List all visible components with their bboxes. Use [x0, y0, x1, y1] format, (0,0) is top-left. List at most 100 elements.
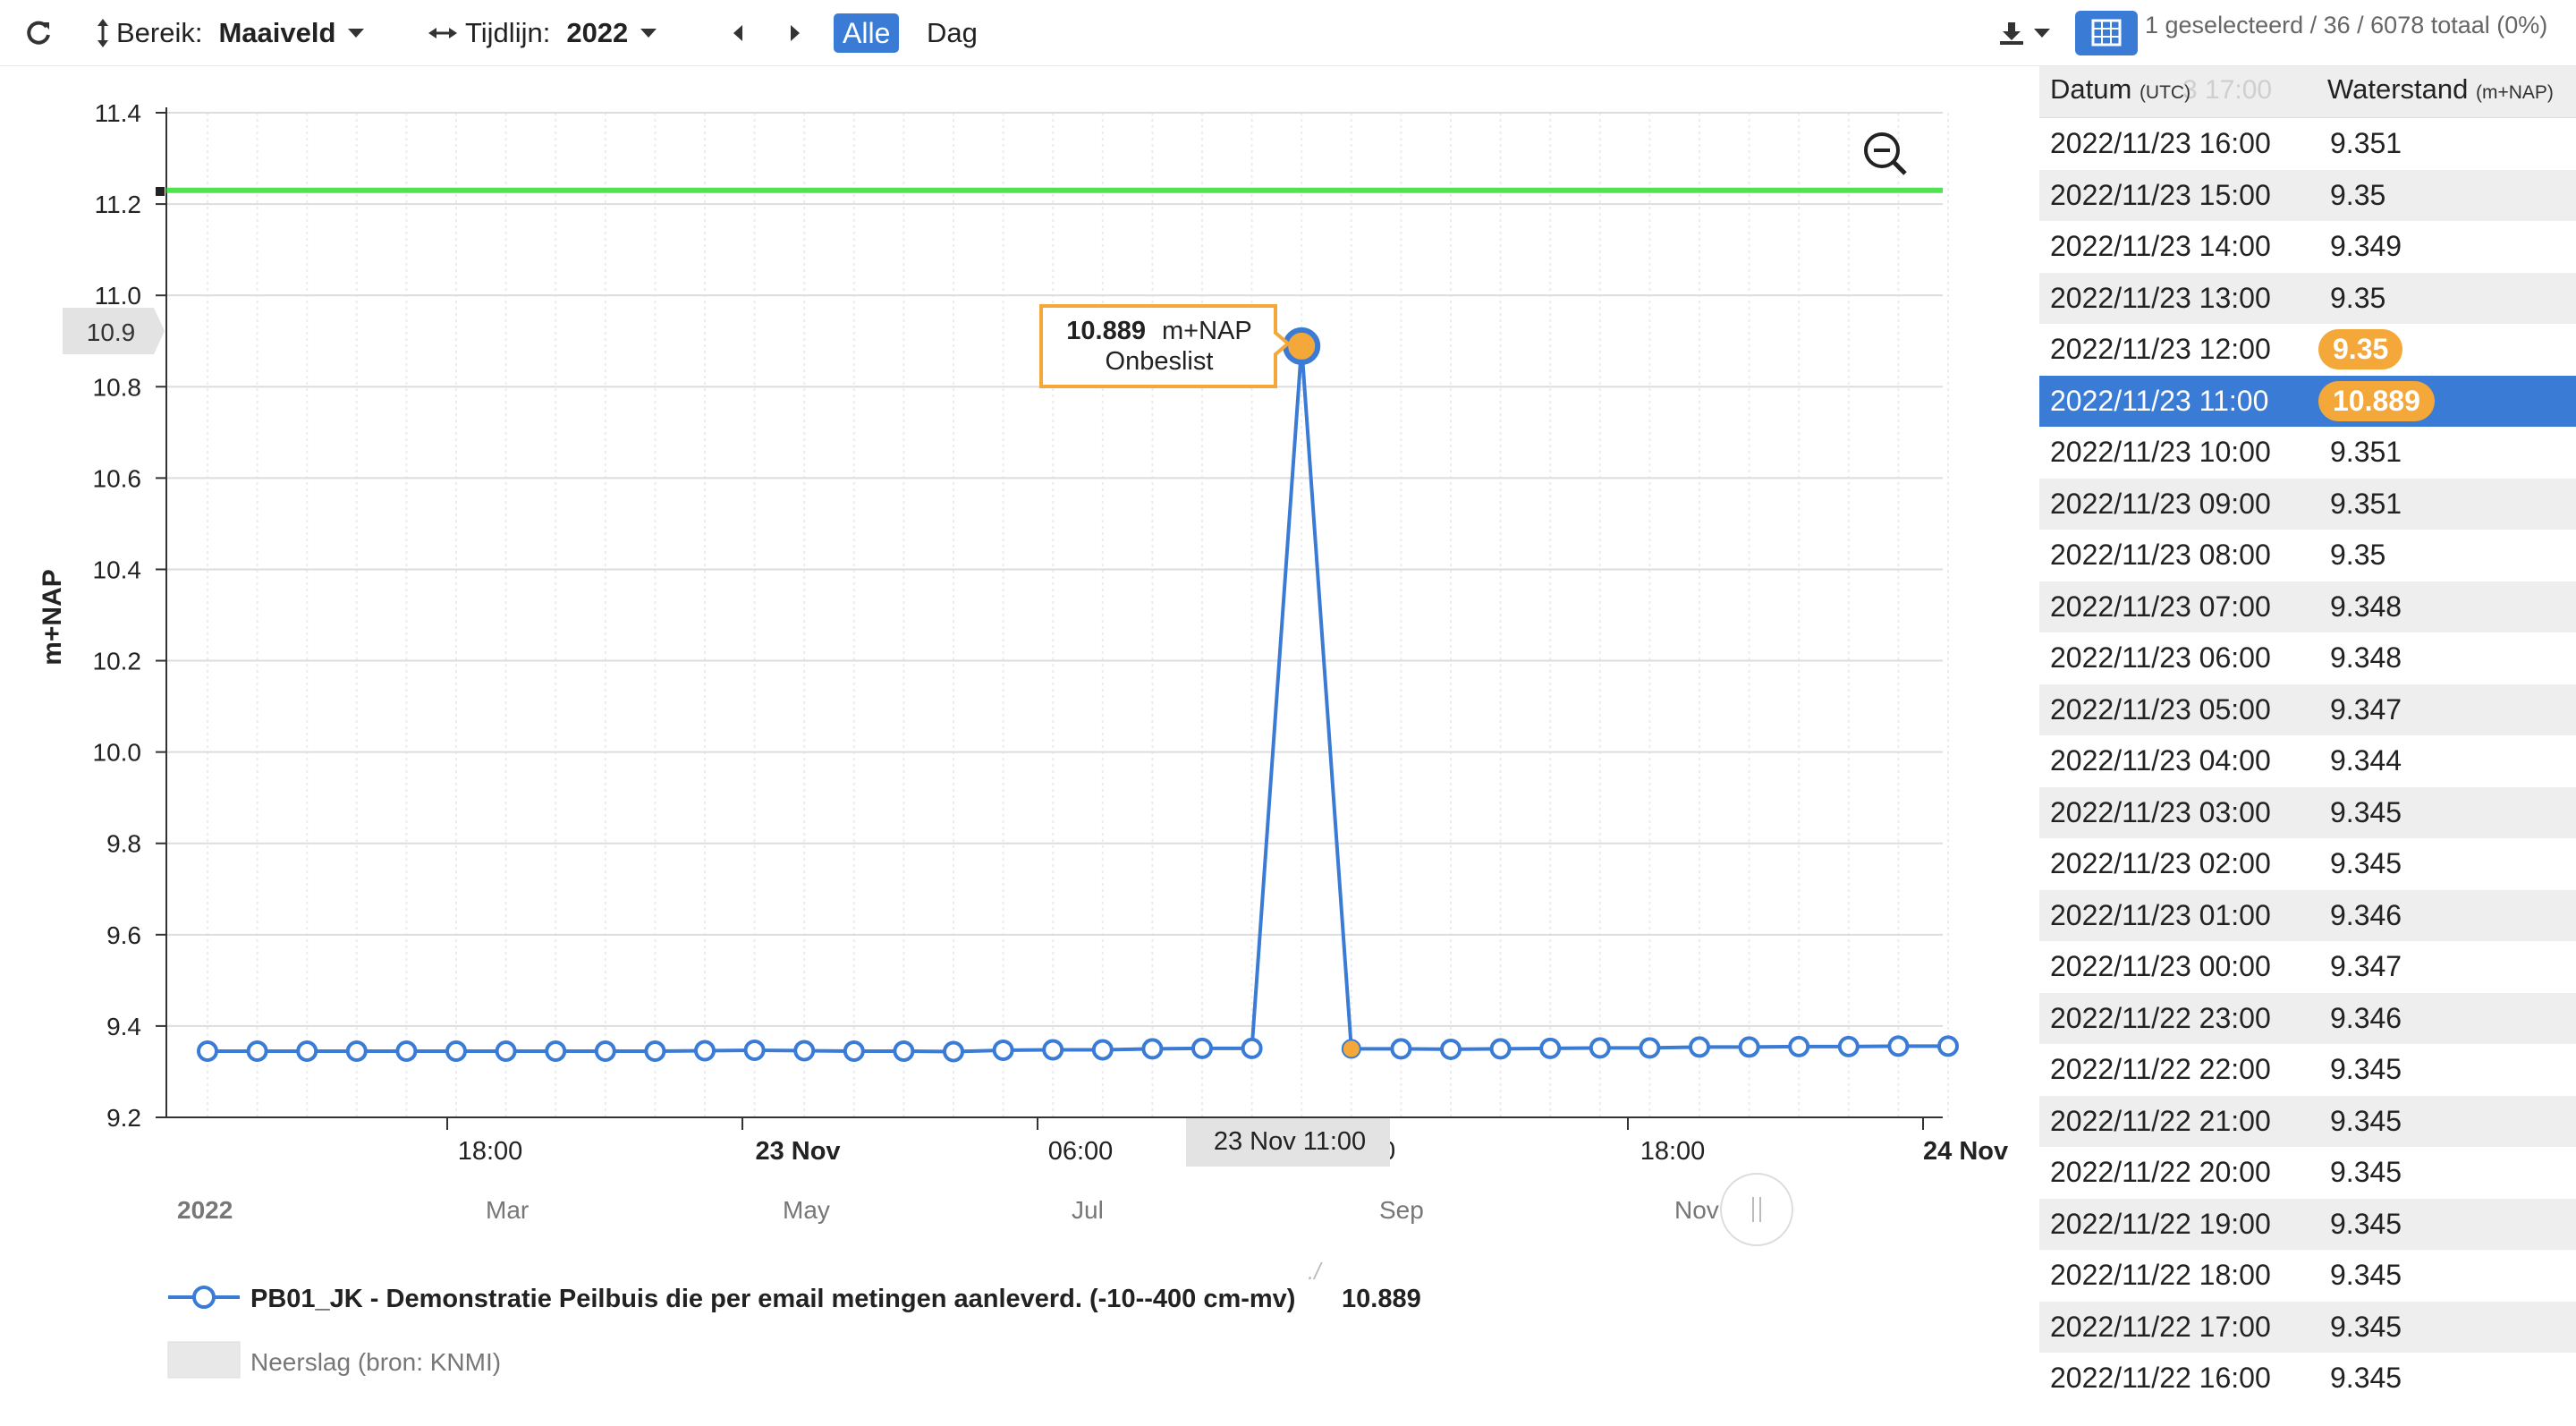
row-date: 2022/11/22 17:00: [2050, 1310, 2271, 1343]
range-selector[interactable]: Bereik: Maaiveld: [97, 0, 365, 66]
x-tick-label: 23 Nov: [755, 1137, 840, 1166]
table-row[interactable]: 2022/11/23 14:00 9.349: [2039, 221, 2576, 273]
data-point[interactable]: [345, 1040, 368, 1062]
data-point[interactable]: [694, 1040, 716, 1062]
data-point[interactable]: [893, 1040, 915, 1062]
legend-series-label: PB01_JK - Demonstratie Peilbuis die per …: [250, 1285, 1295, 1313]
data-point[interactable]: [296, 1040, 318, 1062]
data-point[interactable]: [545, 1040, 567, 1062]
day-button-label: Dag: [927, 17, 978, 48]
table-row[interactable]: 2022/11/23 02:00 9.345: [2039, 838, 2576, 890]
svg-text:10.889 m+NAP: 10.889 m+NAP: [1066, 317, 1252, 345]
table-row[interactable]: 2022/11/23 08:00 9.35: [2039, 530, 2576, 581]
data-point[interactable]: [992, 1039, 1014, 1061]
table-row[interactable]: 2022/11/22 21:00 9.345: [2039, 1095, 2576, 1147]
data-point[interactable]: [1539, 1037, 1562, 1059]
row-value: 9.345: [2330, 1053, 2402, 1086]
data-point[interactable]: [793, 1040, 816, 1062]
table-row[interactable]: 2022/11/22 23:00 9.346: [2039, 992, 2576, 1044]
chevron-down-icon: [640, 29, 657, 38]
y-tick-label: 9.6: [106, 921, 141, 949]
table-row[interactable]: 2022/11/23 00:00 9.347: [2039, 941, 2576, 993]
table-row[interactable]: 2022/11/23 07:00 9.348: [2039, 581, 2576, 632]
data-point[interactable]: [743, 1039, 766, 1061]
data-point[interactable]: [1440, 1038, 1462, 1060]
table-row[interactable]: 2022/11/23 10:00 9.351: [2039, 427, 2576, 479]
legend-item-series[interactable]: PB01_JK - Demonstratie Peilbuis die per …: [168, 1285, 1421, 1313]
table-row[interactable]: 2022/11/22 16:00 9.345: [2039, 1353, 2576, 1405]
day-button[interactable]: Dag: [927, 0, 978, 66]
data-point-selected[interactable]: [1283, 327, 1321, 365]
data-point[interactable]: [1489, 1038, 1512, 1060]
table-row[interactable]: 2022/11/22 22:00 9.345: [2039, 1044, 2576, 1096]
data-point[interactable]: [843, 1040, 865, 1062]
data-point[interactable]: [1141, 1038, 1164, 1060]
y-tick-label: 11.0: [95, 282, 141, 310]
table-row[interactable]: 2022/11/22 18:00 9.345: [2039, 1250, 2576, 1302]
table-row[interactable]: 2022/11/23 16:00 9.351: [2039, 118, 2576, 170]
row-value: 9.345: [2330, 847, 2402, 880]
table-row[interactable]: 2022/11/23 04:00 9.344: [2039, 735, 2576, 787]
data-point[interactable]: [1042, 1039, 1064, 1061]
table-row[interactable]: 2022/11/23 12:00 9.35: [2039, 324, 2576, 376]
chevron-down-icon: [348, 29, 365, 38]
row-value: 9.351: [2330, 127, 2402, 160]
toolbar: Bereik: Maaiveld Tijdlijn: 2022 Alle Dag: [0, 0, 2576, 66]
table-row[interactable]: 2022/11/22 17:00 9.345: [2039, 1301, 2576, 1353]
data-point[interactable]: [594, 1040, 616, 1062]
data-point[interactable]: [1937, 1035, 1959, 1057]
row-date: 2022/11/23 01:00: [2050, 898, 2271, 931]
data-point-highlighted[interactable]: [1341, 1039, 1361, 1059]
data-point[interactable]: [1241, 1037, 1263, 1059]
all-button-label: Alle: [834, 13, 900, 53]
table-row[interactable]: 2022/11/22 20:00 9.345: [2039, 1147, 2576, 1199]
table-row[interactable]: 2022/11/23 01:00 9.346: [2039, 889, 2576, 941]
download-button[interactable]: [1998, 0, 2050, 66]
row-date: 2022/11/23 12:00: [2050, 333, 2271, 366]
row-value: 9.348: [2330, 590, 2402, 623]
table-row[interactable]: 2022/11/23 09:00 9.351: [2039, 478, 2576, 530]
data-table[interactable]: 3 17:00 Datum (UTC) Waterstand (m+NAP) 2…: [2039, 66, 2576, 1426]
data-point[interactable]: [1689, 1036, 1710, 1058]
column-header-date[interactable]: Datum (UTC): [2050, 73, 2190, 106]
data-point[interactable]: [1639, 1037, 1661, 1059]
data-point[interactable]: [395, 1040, 418, 1062]
data-point[interactable]: [943, 1040, 964, 1063]
crosshair-y-label: 10.9: [63, 308, 165, 354]
selection-info-text: 1 geselecteerd / 36 / 6078 totaal (0%): [2145, 11, 2548, 38]
navigator-handle[interactable]: [1720, 1173, 1793, 1246]
data-point[interactable]: [644, 1040, 666, 1062]
table-row[interactable]: 2022/11/22 19:00 9.345: [2039, 1198, 2576, 1250]
data-point[interactable]: [1091, 1039, 1114, 1061]
data-point[interactable]: [1390, 1038, 1412, 1060]
table-row[interactable]: 2022/11/23 11:00 10.889: [2039, 375, 2576, 427]
previous-button[interactable]: [733, 0, 742, 66]
data-point[interactable]: [445, 1040, 467, 1062]
data-point[interactable]: [1837, 1035, 1860, 1057]
refresh-button[interactable]: [25, 0, 52, 66]
navigator[interactable]: 2022 Mar May Jul Sep Nov: [177, 1196, 1719, 1224]
all-button[interactable]: Alle: [834, 0, 900, 66]
data-point[interactable]: [1589, 1037, 1611, 1059]
zoom-out-button[interactable]: [1864, 132, 1907, 175]
timeline-selector[interactable]: Tijdlijn: 2022: [428, 0, 657, 66]
data-point[interactable]: [1788, 1035, 1810, 1057]
data-point[interactable]: [495, 1040, 517, 1062]
data-point[interactable]: [1887, 1035, 1910, 1057]
table-row[interactable]: 2022/11/23 05:00 9.347: [2039, 683, 2576, 735]
data-point[interactable]: [197, 1040, 218, 1062]
next-button[interactable]: [791, 0, 800, 66]
table-row[interactable]: 2022/11/23 15:00 9.35: [2039, 169, 2576, 221]
data-point[interactable]: [1191, 1037, 1213, 1059]
vertical-arrows-icon: [97, 19, 108, 47]
table-row[interactable]: 2022/11/23 03:00 9.345: [2039, 786, 2576, 838]
legend-item-rain[interactable]: Neerslag (bron: KNMI): [167, 1341, 501, 1379]
data-point[interactable]: [246, 1040, 268, 1062]
chart[interactable]: 9.2 9.4 9.6 9.8 10.0 10.2 10.4 10.6 10.8 11.0 11.2…: [0, 66, 2030, 1426]
column-header-value[interactable]: Waterstand (m+NAP): [2327, 73, 2554, 106]
data-point[interactable]: [1738, 1036, 1760, 1058]
table-row[interactable]: 2022/11/23 06:00 9.348: [2039, 632, 2576, 684]
table-toggle-button[interactable]: [2075, 11, 2138, 55]
table-row[interactable]: 2022/11/23 13:00 9.35: [2039, 272, 2576, 324]
